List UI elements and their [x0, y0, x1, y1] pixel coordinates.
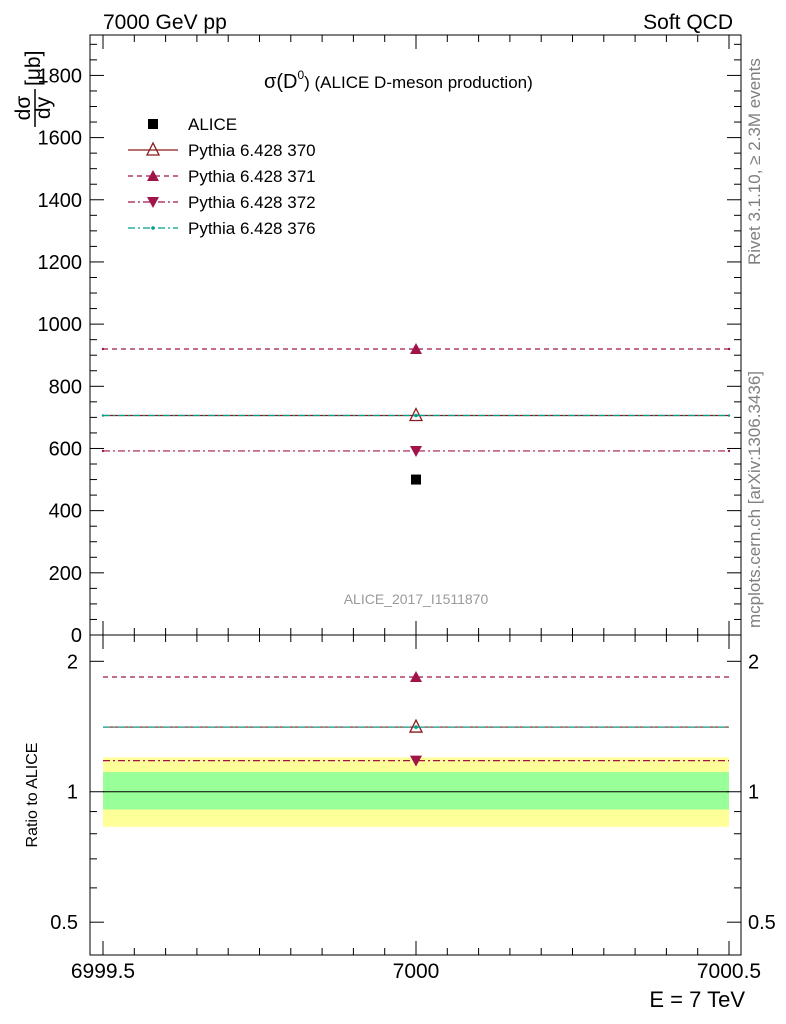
axis-ticks: 6999.5 7000 7000.5 0 200 400 600 800 1000 1200 140…	[38, 35, 776, 983]
legend-marker-pythia-6-428-372	[147, 197, 159, 208]
legend-marker-pythia-6-428-371	[147, 170, 159, 181]
ratio-point-pythia-6-428-376	[414, 725, 418, 729]
header-left: 7000 GeV pp	[103, 11, 227, 34]
x-tick-label: 6999.5	[71, 960, 135, 983]
line-end-pythia-6-428-372	[727, 449, 731, 453]
ratio-y-tick-label-right: 2	[748, 651, 759, 673]
line-end-pythia-6-428-376	[101, 414, 105, 417]
legend-label-pythia-6-428-376: Pythia 6.428 376	[188, 219, 316, 238]
ratio-point-pythia-6-428-370	[408, 718, 424, 733]
x-tick-label: 7000.5	[697, 960, 761, 983]
x-axis-label: E = 7 TeV	[649, 987, 745, 1012]
ratio-point-pythia-6-428-372	[410, 755, 422, 767]
svg-text:dσ: dσ	[12, 96, 35, 121]
legend-label-pythia-6-428-370: Pythia 6.428 370	[188, 141, 316, 160]
series-ratio	[103, 670, 729, 767]
analysis-watermark: ALICE_2017_I1511870	[344, 591, 489, 607]
x-tick-label: 7000	[393, 960, 440, 983]
point-pythia-6-428-372	[410, 445, 422, 457]
ratio-y-tick-label-right: 1	[748, 782, 759, 804]
y-axis-label-ratio: Ratio to ALICE	[24, 743, 41, 848]
svg-text:[μb]: [μb]	[22, 51, 45, 86]
legend-marker-pythia-6-428-370	[145, 141, 161, 156]
y-tick-label: 1400	[38, 190, 83, 212]
legend-marker-pythia-6-428-376	[151, 226, 155, 230]
y-tick-label: 800	[49, 376, 82, 398]
y-tick-label: 600	[49, 438, 82, 460]
ratio-y-tick-label-left: 1	[67, 782, 78, 804]
y-tick-label: 1600	[38, 128, 83, 150]
y-tick-label: 400	[49, 501, 82, 523]
legend-label-alice: ALICE	[188, 115, 237, 134]
ratio-y-tick-label-left: 2	[67, 651, 78, 673]
y-axis-label-main: dσ dy [μb]	[12, 51, 55, 127]
svg-text:dy: dy	[32, 96, 55, 119]
ratio-y-tick-label-right: 0.5	[748, 912, 776, 934]
legend-marker-alice	[148, 119, 158, 129]
rivet-label: Rivet 3.1.10, ≥ 2.3M events	[745, 58, 764, 265]
ratio-y-tick-label-left: 0.5	[50, 912, 78, 934]
legend-label-pythia-6-428-371: Pythia 6.428 371	[188, 167, 316, 186]
point-alice	[411, 474, 421, 485]
point-pythia-6-428-371	[410, 342, 422, 354]
legend-label-pythia-6-428-372: Pythia 6.428 372	[188, 193, 316, 212]
chart-title: σ(D0) (ALICE D-meson production)	[264, 68, 533, 93]
mcplots-label: mcplots.cern.ch [arXiv:1306.3436]	[745, 371, 764, 628]
y-tick-label: 1800	[38, 65, 83, 87]
header-right: Soft QCD	[643, 11, 733, 34]
legend: ALICE Pythia 6.428 370 Pythia 6.428 371 Pyt…	[128, 115, 316, 238]
ratio-band-stat	[103, 772, 729, 810]
point-pythia-6-428-376	[414, 413, 418, 418]
y-tick-label: 1000	[38, 314, 83, 336]
y-tick-label: 1200	[38, 252, 83, 274]
y-tick-label: 200	[49, 563, 82, 585]
line-end-pythia-6-428-371	[727, 347, 731, 351]
line-end-pythia-6-428-376	[727, 414, 731, 417]
ratio-point-pythia-6-428-371	[410, 670, 422, 682]
series-main	[101, 342, 731, 485]
line-end-pythia-6-428-372	[101, 449, 105, 453]
line-end-pythia-6-428-371	[101, 347, 105, 351]
ratio-bands	[103, 757, 729, 827]
y-tick-label: 0	[71, 625, 82, 647]
point-pythia-6-428-370	[408, 407, 424, 422]
